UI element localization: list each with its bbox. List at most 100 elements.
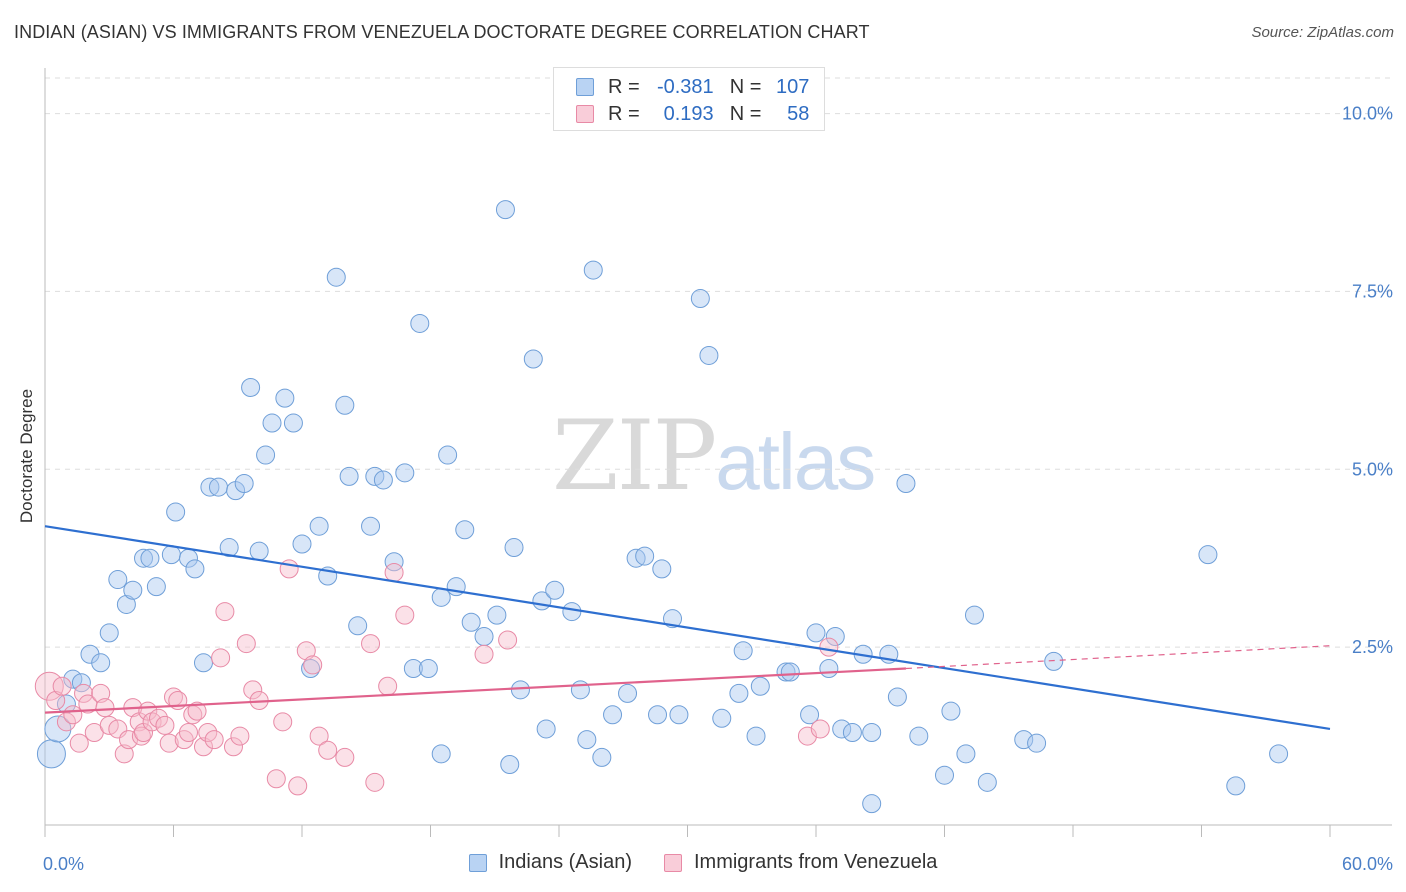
data-point <box>523 349 543 369</box>
data-point <box>326 267 346 287</box>
data-point <box>1226 776 1246 796</box>
data-point <box>142 712 162 732</box>
data-point <box>603 705 623 725</box>
data-point <box>403 658 423 678</box>
data-point <box>373 470 393 490</box>
data-point <box>361 516 381 536</box>
data-point <box>63 705 83 725</box>
data-point <box>1198 545 1218 565</box>
gridlines <box>45 77 1392 648</box>
data-point <box>219 538 239 558</box>
data-point <box>431 744 451 764</box>
data-point <box>131 726 151 746</box>
data-point <box>810 719 830 739</box>
data-point <box>690 289 710 309</box>
data-point <box>577 730 597 750</box>
data-point <box>896 474 916 494</box>
data-point <box>1044 651 1064 671</box>
data-point <box>669 705 689 725</box>
data-point <box>545 580 565 600</box>
data-point <box>410 313 430 333</box>
data-point <box>909 726 929 746</box>
legend-n-label: N = <box>729 75 762 98</box>
data-point <box>146 577 166 597</box>
trend-line-pink <box>44 667 907 714</box>
data-point <box>161 545 181 565</box>
trend-line-blue <box>44 525 1331 731</box>
data-point <box>474 626 494 646</box>
trend-line-pink-extension <box>905 645 1331 670</box>
data-point <box>862 723 882 743</box>
data-point <box>46 691 66 710</box>
legend-item-venezuela[interactable]: Immigrants from Venezuela <box>663 851 937 874</box>
x-tick-label: 0.0% <box>43 854 84 874</box>
data-point <box>842 723 862 743</box>
legend-item-indians[interactable]: Indians (Asian) <box>468 851 632 874</box>
data-point <box>234 474 254 494</box>
data-point <box>395 605 415 625</box>
series-immigrants-venezuela <box>34 559 839 796</box>
data-point <box>825 626 845 646</box>
data-point <box>296 641 316 661</box>
data-point <box>108 570 128 590</box>
data-point <box>335 395 355 415</box>
data-point <box>361 634 381 654</box>
legend-r-label: R = <box>608 102 640 125</box>
data-point <box>536 719 556 739</box>
data-point <box>56 712 76 732</box>
data-point <box>266 769 286 789</box>
y-tick-label: 10.0% <box>1342 104 1393 124</box>
legend-r-value: 0.193 <box>663 102 714 125</box>
data-point <box>935 765 954 785</box>
data-point <box>215 602 235 622</box>
data-point <box>455 520 475 540</box>
series-legend: Indians (Asian) Immigrants from Venezuel… <box>0 851 1406 874</box>
y-tick-label: 5.0% <box>1352 459 1393 479</box>
data-point <box>249 541 269 561</box>
data-point <box>273 712 293 732</box>
data-point <box>562 602 582 622</box>
data-point <box>418 658 438 678</box>
data-point <box>166 502 186 522</box>
legend-label-indians: Indians (Asian) <box>498 851 632 873</box>
data-point <box>495 200 515 220</box>
data-point <box>95 698 115 718</box>
chart-title: INDIAN (ASIAN) VS IMMIGRANTS FROM VENEZU… <box>14 22 870 42</box>
legend-row-pink: R = 0.193 N = 58 <box>576 101 809 127</box>
data-point <box>187 701 207 721</box>
data-point <box>149 708 169 728</box>
data-point <box>431 587 451 607</box>
data-point <box>69 733 89 753</box>
data-point <box>378 676 398 696</box>
data-point <box>583 260 603 280</box>
data-point <box>1014 730 1034 750</box>
data-point <box>185 559 205 579</box>
data-point <box>806 623 826 643</box>
data-point <box>198 723 218 743</box>
data-point <box>262 413 282 433</box>
data-point <box>592 747 612 767</box>
data-point <box>780 662 800 682</box>
data-point <box>729 683 749 703</box>
data-point <box>339 466 359 486</box>
data-point <box>635 546 655 566</box>
data-point <box>819 637 839 657</box>
legend-swatch-pink <box>663 853 682 872</box>
data-point <box>750 676 770 696</box>
data-point <box>819 658 839 678</box>
data-point <box>236 634 256 654</box>
data-point <box>309 516 329 536</box>
correlation-legend: R = -0.381 N = 107 R = 0.193 N = 58 <box>553 67 825 131</box>
data-point <box>618 683 638 703</box>
legend-n-label: N = <box>729 102 762 125</box>
data-point <box>474 644 494 664</box>
data-point <box>800 705 820 725</box>
data-point <box>208 477 228 497</box>
legend-swatch-blue <box>576 78 594 96</box>
data-point <box>570 680 590 700</box>
data-point <box>116 594 136 614</box>
legend-row-blue: R = -0.381 N = 107 <box>576 74 809 100</box>
data-point <box>36 739 66 769</box>
data-point <box>178 723 198 743</box>
tick-labels: 2.5% 5.0% 7.5% 10.0% 0.0% 60.0% <box>43 104 1393 874</box>
